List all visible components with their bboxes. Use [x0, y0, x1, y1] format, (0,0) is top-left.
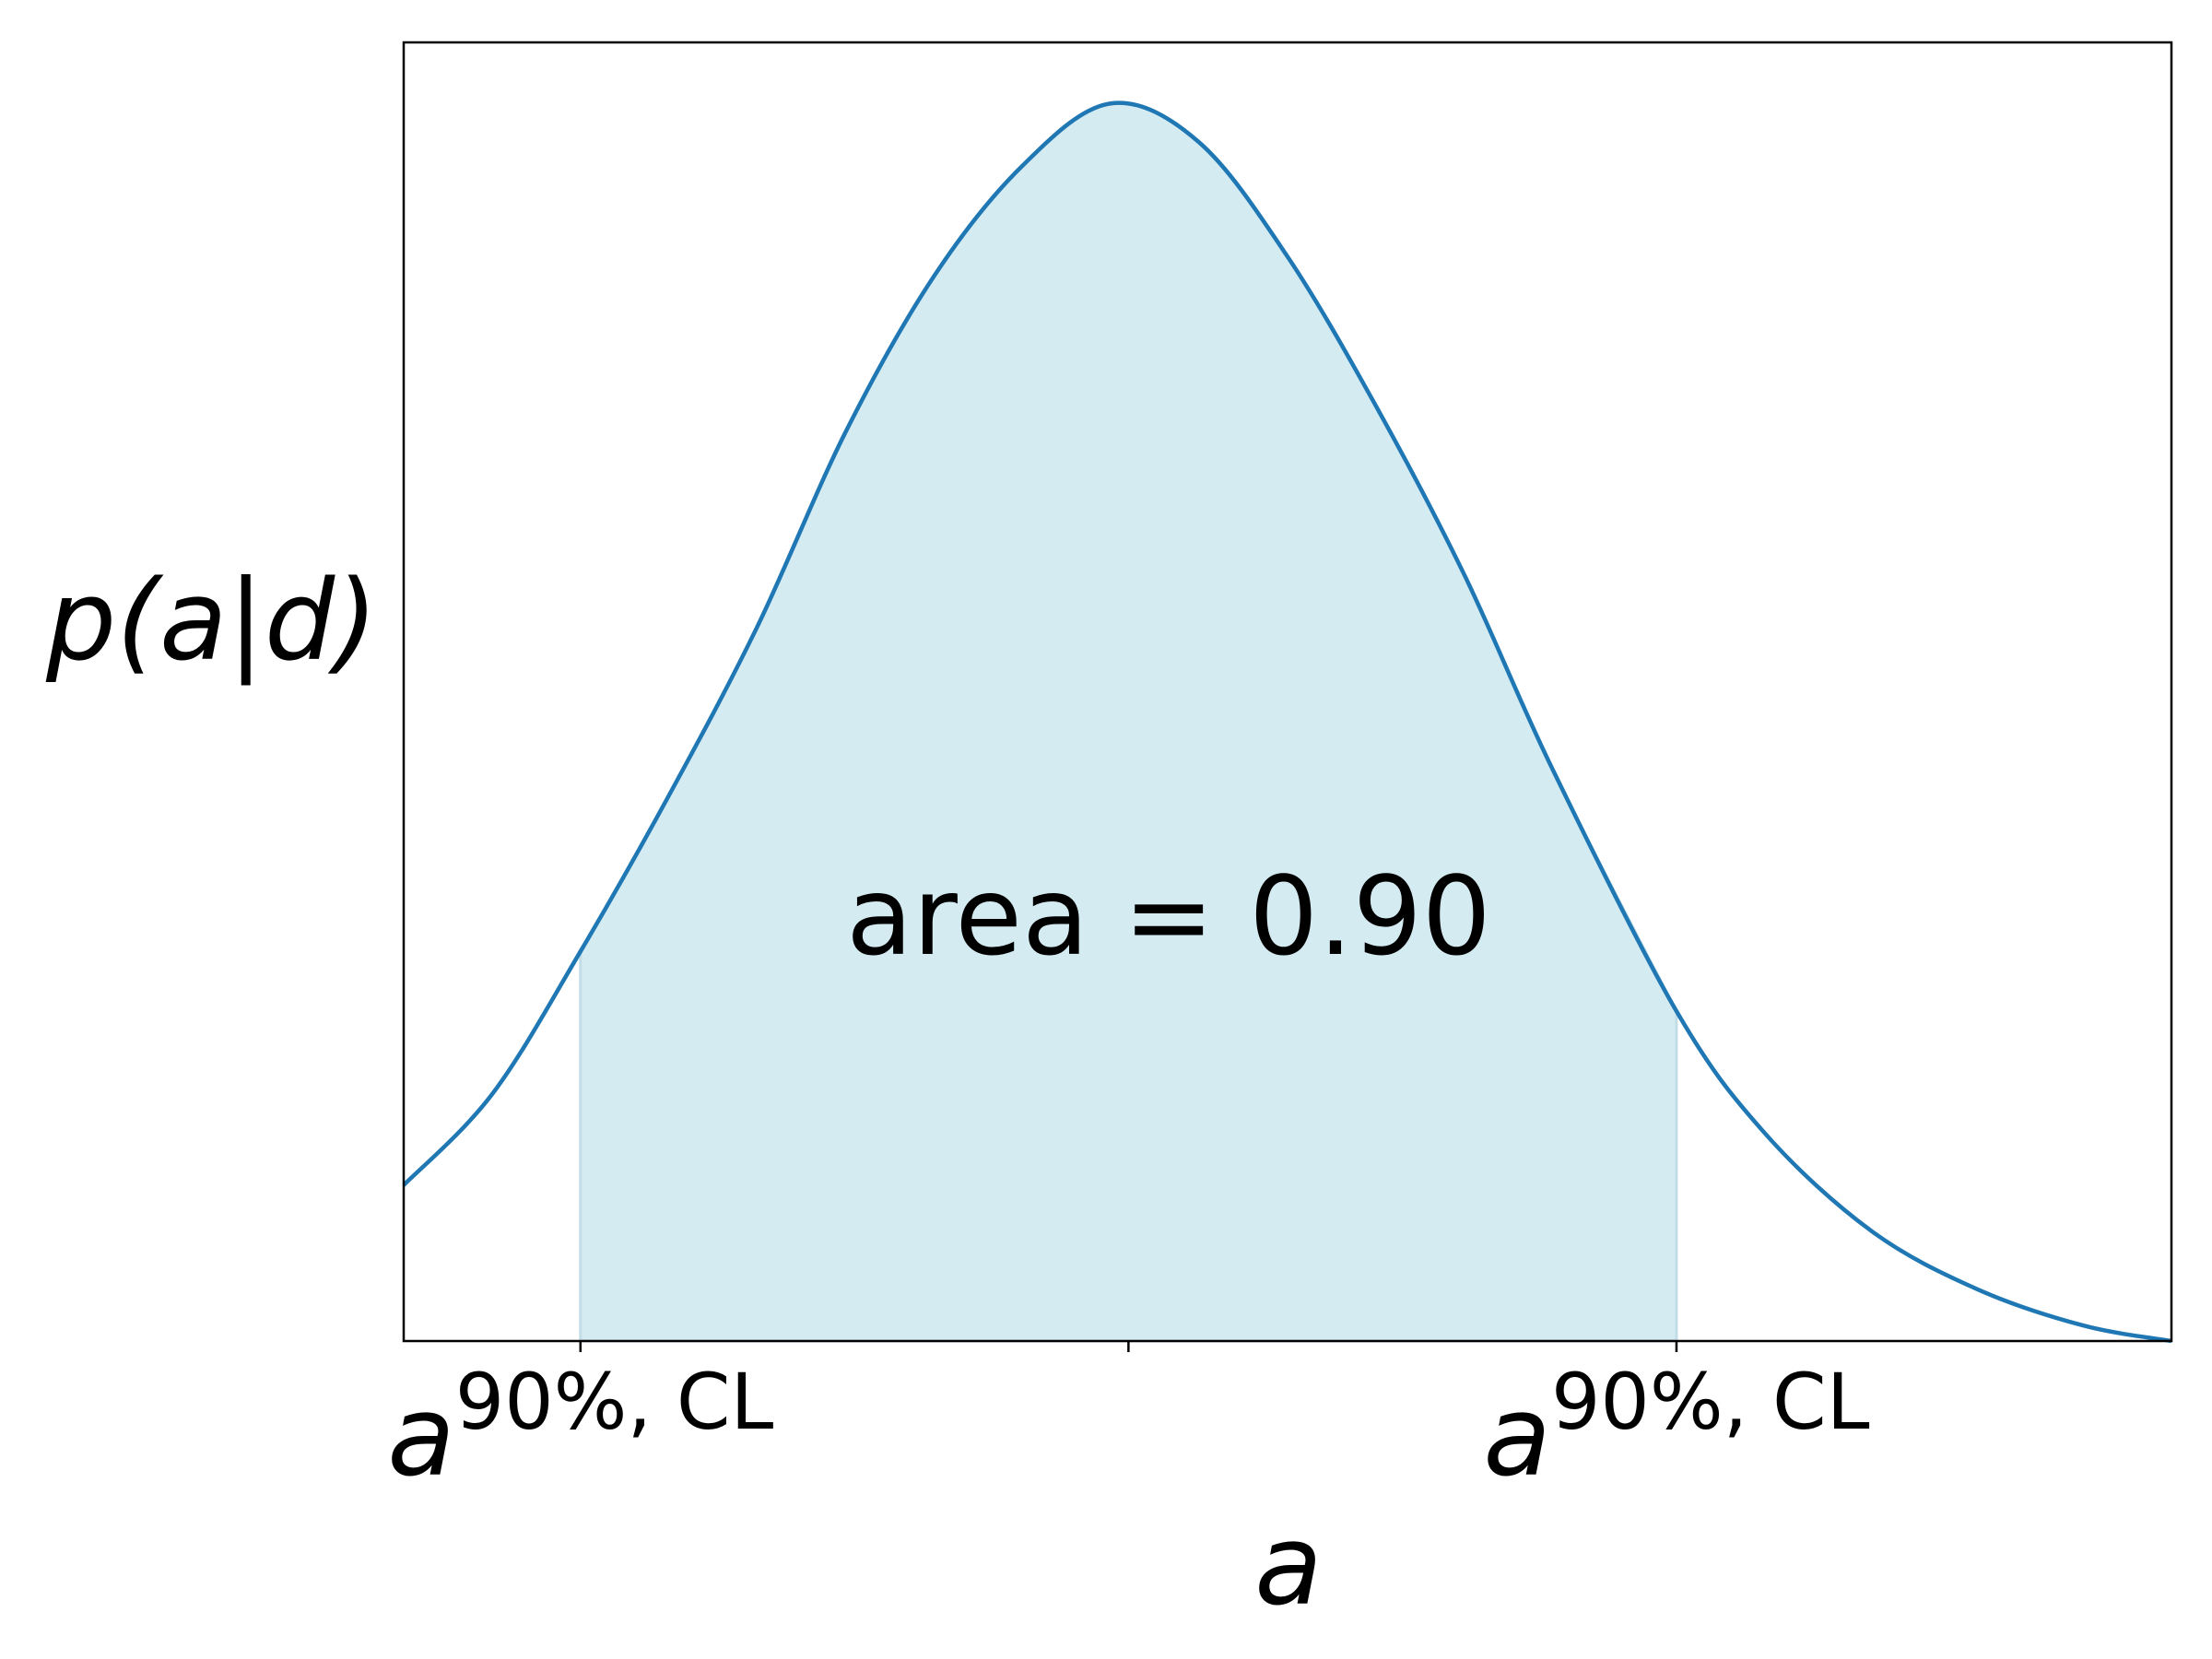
x-tick-label: a90%, CL [1483, 1357, 1869, 1501]
x-tick-label: a90%, CL [387, 1357, 773, 1501]
x-axis-label: a [1254, 1502, 1323, 1630]
y-axis-label: p(a|d) [45, 558, 378, 686]
density-curve [402, 100, 2172, 1344]
annotation: area = 0.90 [846, 853, 1491, 980]
shaded-area [579, 101, 1678, 1343]
x-tick-label-base: a [387, 1373, 455, 1501]
x-tick-label-superscript: 90%, CL [455, 1357, 774, 1447]
x-tick-label-superscript: 90%, CL [1551, 1357, 1870, 1447]
x-tick-label-base: a [1483, 1373, 1551, 1501]
plot-frame [402, 41, 2173, 1343]
